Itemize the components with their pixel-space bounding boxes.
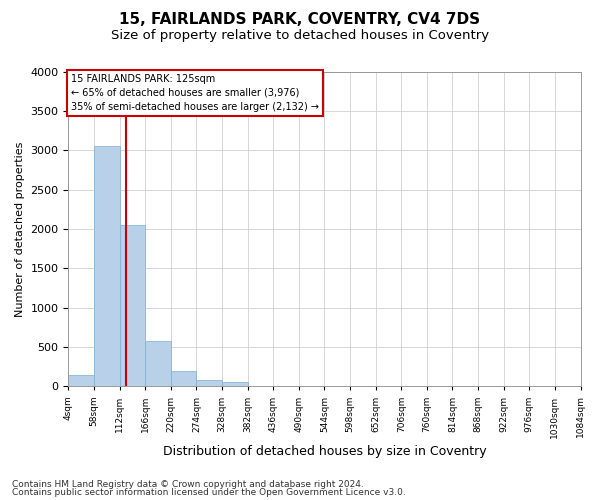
Bar xyxy=(119,225,145,386)
Text: Contains HM Land Registry data © Crown copyright and database right 2024.: Contains HM Land Registry data © Crown c… xyxy=(12,480,364,489)
Text: Size of property relative to detached houses in Coventry: Size of property relative to detached ho… xyxy=(111,29,489,42)
X-axis label: Distribution of detached houses by size in Coventry: Distribution of detached houses by size … xyxy=(163,444,486,458)
Bar xyxy=(145,340,171,386)
Text: 15 FAIRLANDS PARK: 125sqm
← 65% of detached houses are smaller (3,976)
35% of se: 15 FAIRLANDS PARK: 125sqm ← 65% of detac… xyxy=(71,74,319,112)
Text: 15, FAIRLANDS PARK, COVENTRY, CV4 7DS: 15, FAIRLANDS PARK, COVENTRY, CV4 7DS xyxy=(119,12,481,28)
Y-axis label: Number of detached properties: Number of detached properties xyxy=(15,142,25,316)
Bar xyxy=(222,382,248,386)
Bar xyxy=(196,380,222,386)
Bar xyxy=(68,374,94,386)
Bar xyxy=(171,370,196,386)
Bar xyxy=(94,146,119,386)
Text: Contains public sector information licensed under the Open Government Licence v3: Contains public sector information licen… xyxy=(12,488,406,497)
